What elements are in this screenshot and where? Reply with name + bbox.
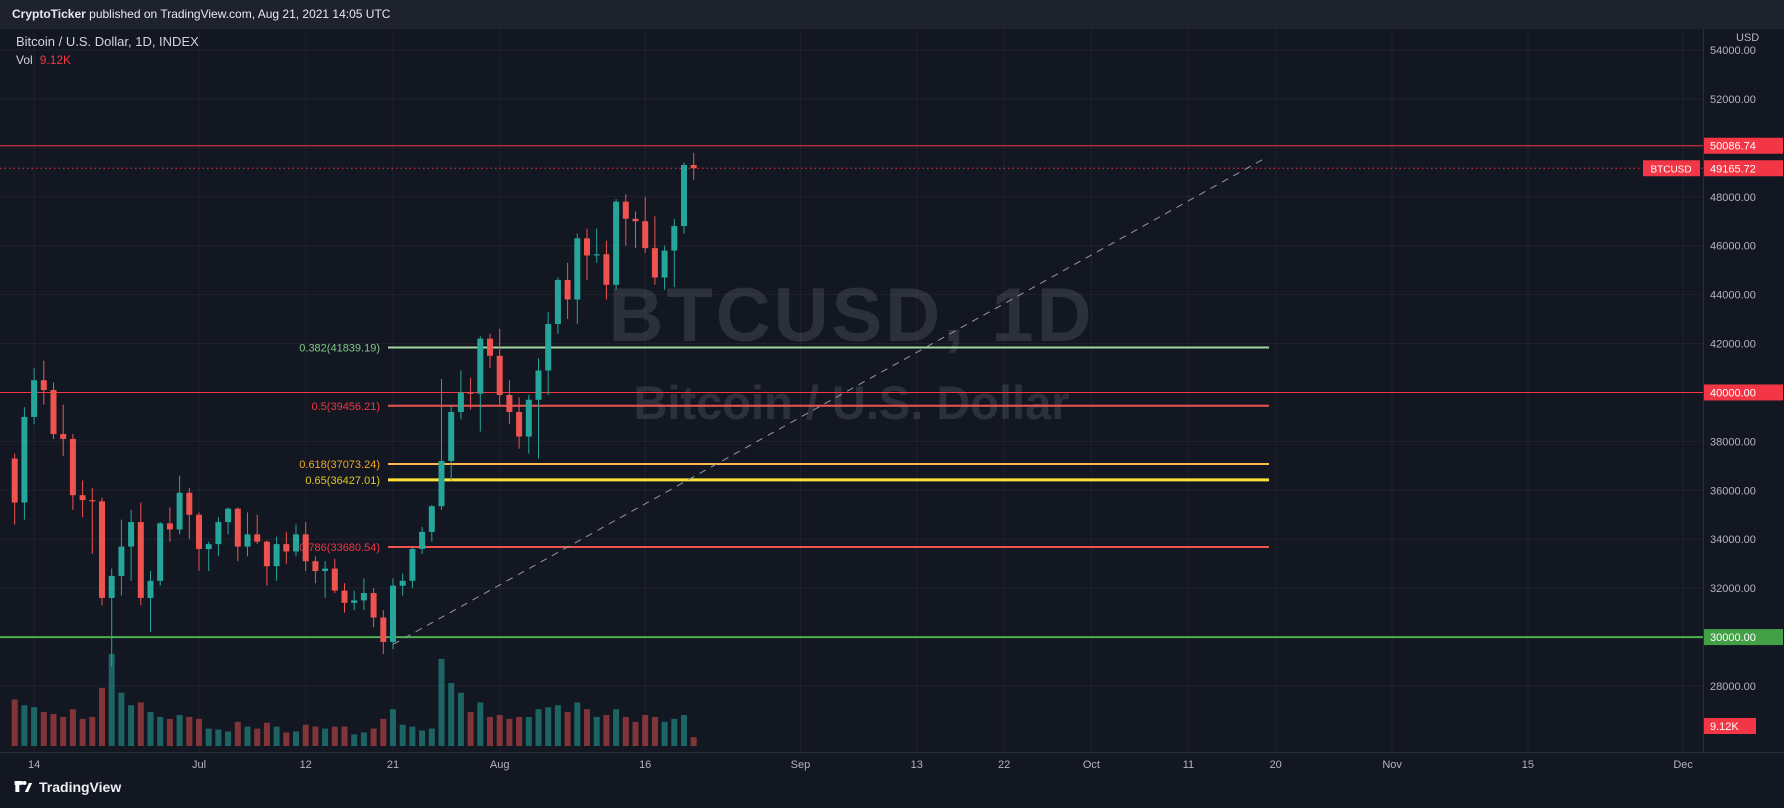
price-badge-value: 49165.72 xyxy=(1710,163,1756,175)
grid-lines xyxy=(0,29,1703,752)
tradingview-brand[interactable]: TradingView xyxy=(13,777,121,796)
time-tick-label: Aug xyxy=(490,759,510,771)
fib-label: 0.786(33680.54) xyxy=(299,542,380,554)
price-tick-label: 42000.00 xyxy=(1710,339,1756,351)
time-tick-label: Jul xyxy=(192,759,206,771)
banner-author: CryptoTicker xyxy=(12,7,86,21)
price-axis[interactable]: USD54000.0052000.0050000.0048000.0046000… xyxy=(1710,32,1759,693)
price-badge-value: 40000.00 xyxy=(1710,387,1756,399)
price-axis-badges: 50086.74 49165.72 BTCUSD 40000.00 30000.00 9.… xyxy=(1643,137,1783,734)
trendline-dashed[interactable] xyxy=(392,157,1267,645)
time-tick-label: 14 xyxy=(28,759,40,771)
price-badge-value: 30000.00 xyxy=(1710,632,1756,644)
price-tick-label: 32000.00 xyxy=(1710,583,1756,595)
price-tick-label: 52000.00 xyxy=(1710,94,1756,106)
fib-label: 0.618(37073.24) xyxy=(299,459,380,471)
volume-bars xyxy=(11,654,697,746)
price-badge xyxy=(1704,629,1783,646)
time-tick-label: 15 xyxy=(1522,759,1534,771)
time-tick-label: 22 xyxy=(998,759,1010,771)
time-tick-label: 12 xyxy=(300,759,312,771)
price-tick-label: 46000.00 xyxy=(1710,241,1756,253)
price-badge xyxy=(1704,160,1783,177)
symbol-legend: Bitcoin / U.S. Dollar, 1D, INDEX Vol 9.12… xyxy=(16,34,199,67)
price-tick-label: 44000.00 xyxy=(1710,290,1756,302)
publish-banner: CryptoTicker published on TradingView.co… xyxy=(0,0,1784,29)
volume-badge-value: 9.12K xyxy=(1710,721,1739,733)
time-tick-label: 20 xyxy=(1270,759,1282,771)
horizontal-price-lines[interactable] xyxy=(0,145,1703,639)
price-badge xyxy=(1704,384,1783,401)
time-axis[interactable]: 14 Jul 12 21 Aug 16 Sep 13 22 Oct 11 20 Nov 15 Dec xyxy=(28,759,1693,771)
series-tag-label: BTCUSD xyxy=(1650,164,1691,175)
fib-retracement[interactable]: 0.382(41839.19) 0.5(39456.21) 0.618(37073.… xyxy=(299,342,1269,554)
price-tick-label: 38000.00 xyxy=(1710,436,1756,448)
tradingview-label: TradingView xyxy=(39,778,122,795)
time-tick-label: Nov xyxy=(1382,759,1402,771)
price-badge xyxy=(1704,137,1783,154)
time-tick-label: Dec xyxy=(1673,759,1693,771)
price-badge-value: 50086.74 xyxy=(1710,141,1756,153)
price-tick-label: 36000.00 xyxy=(1710,485,1756,497)
volume-label: Vol xyxy=(16,53,33,67)
series-tag-badge xyxy=(1643,160,1700,177)
price-tick-label: 54000.00 xyxy=(1710,45,1756,57)
time-tick-label: 21 xyxy=(387,759,399,771)
symbol-title[interactable]: Bitcoin / U.S. Dollar, 1D, INDEX xyxy=(16,34,199,49)
volume-row: Vol 9.12K xyxy=(16,53,199,67)
volume-value: 9.12K xyxy=(39,53,72,67)
fib-label: 0.382(41839.19) xyxy=(299,342,380,354)
banner-text: published on TradingView.com, Aug 21, 20… xyxy=(85,7,391,21)
time-tick-label: Sep xyxy=(791,759,811,771)
price-axis-unit: USD xyxy=(1736,32,1759,44)
time-tick-label: 13 xyxy=(911,759,923,771)
price-tick-label: 28000.00 xyxy=(1710,681,1756,693)
fib-label: 0.65(36427.01) xyxy=(305,475,380,487)
tradingview-logo-icon xyxy=(14,780,32,793)
fib-label: 0.5(39456.21) xyxy=(312,401,381,413)
time-tick-label: 11 xyxy=(1183,759,1194,771)
time-tick-label: 16 xyxy=(639,759,651,771)
candlesticks xyxy=(11,152,697,667)
price-tick-label: 48000.00 xyxy=(1710,192,1756,204)
volume-badge xyxy=(1704,718,1756,734)
time-tick-label: Oct xyxy=(1083,759,1100,771)
price-tick-label: 34000.00 xyxy=(1710,534,1756,546)
